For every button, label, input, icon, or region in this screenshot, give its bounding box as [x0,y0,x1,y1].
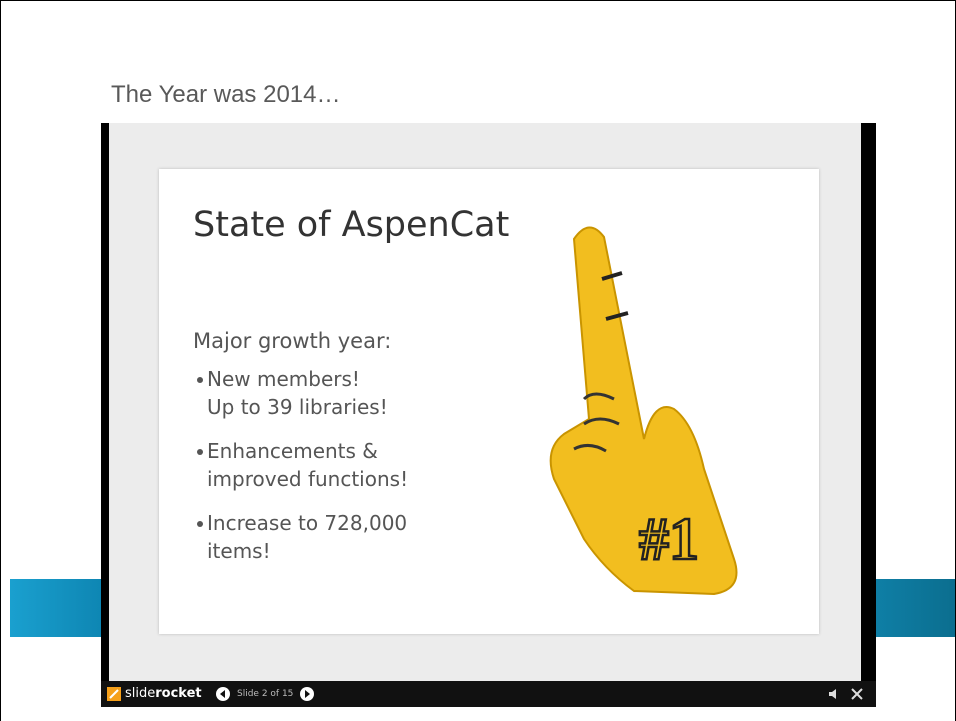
bullet-dot [197,377,203,383]
bullet-line: New members! [197,365,388,393]
page-title: The Year was 2014… [111,81,341,109]
bullet: New members!Up to 39 libraries! [197,365,388,421]
next-button[interactable] [299,686,315,702]
fullscreen-button[interactable] [851,688,863,700]
brand-light: slide [125,686,155,701]
bullet-dot [197,449,203,455]
bullet: Enhancements &improved functions! [197,437,408,493]
bullet-line: Up to 39 libraries! [197,393,388,421]
bullet-dot [197,521,203,527]
accent-band [10,579,102,637]
slide-intro: Major growth year: [193,329,391,353]
bullet-line: improved functions! [197,465,408,493]
finger-label: #1 [639,506,699,572]
accent-band [875,579,955,637]
bullet-line: Enhancements & [197,437,408,465]
bullet-line: items! [197,537,407,565]
bullet-line: Increase to 728,000 [197,509,407,537]
brand: sliderocket [125,686,202,701]
page: The Year was 2014… State of AspenCat Maj… [0,0,956,721]
slide-card: State of AspenCat Major growth year: New… [159,169,819,634]
player-bar: sliderocket Slide 2 of 15 [101,681,876,707]
prev-button[interactable] [215,686,231,702]
slide-status: Slide 2 of 15 [237,689,293,699]
logo-icon [107,687,121,701]
brand-bold: rocket [155,686,201,701]
slide-title: State of AspenCat [193,205,509,245]
volume-button[interactable] [829,689,841,699]
foam-finger: #1 [544,209,744,599]
